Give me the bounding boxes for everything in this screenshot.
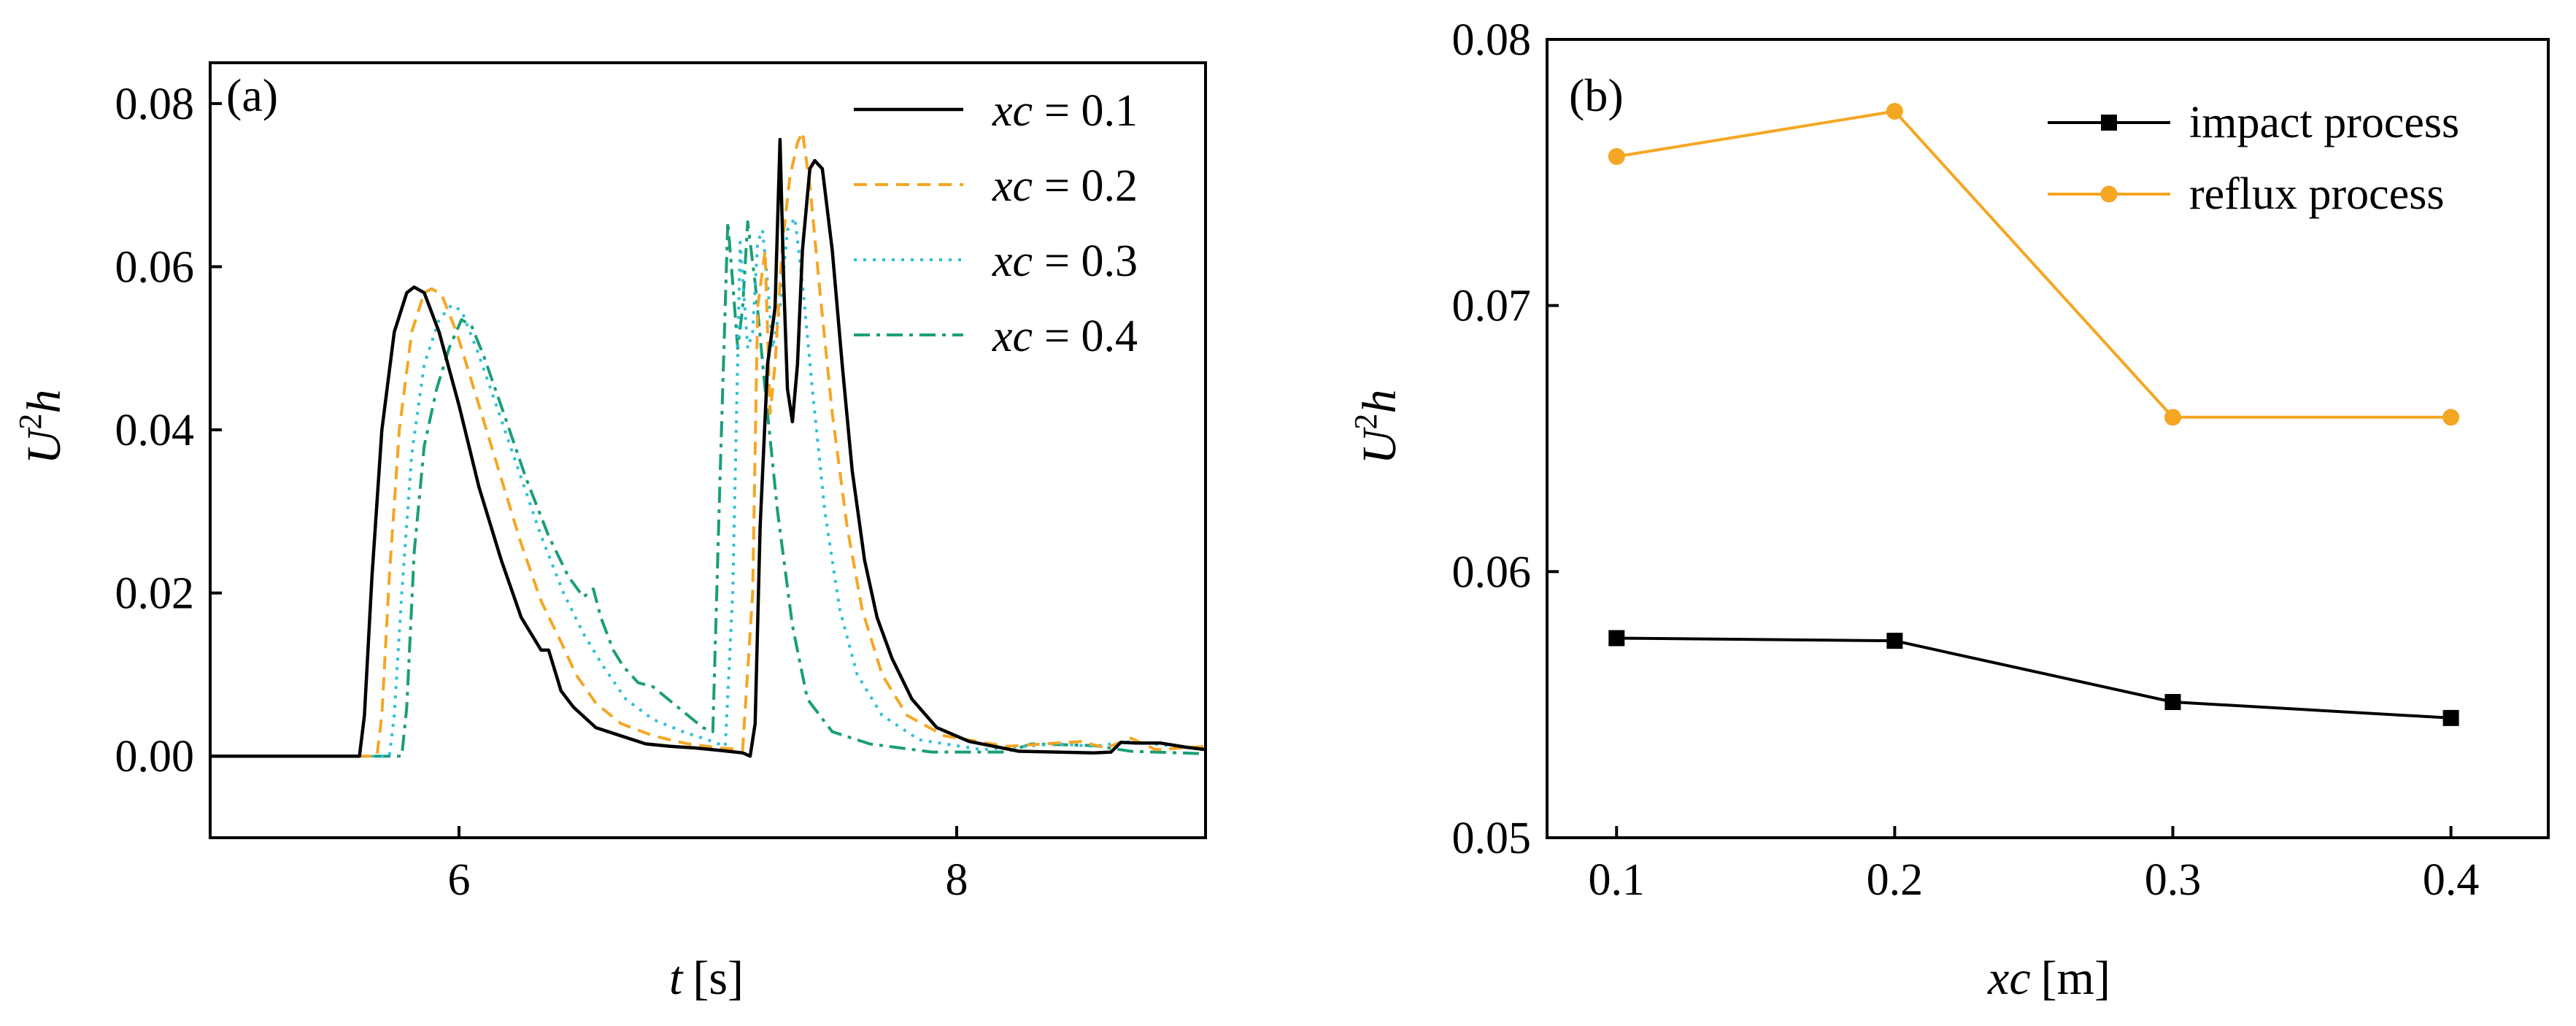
panel-b-x-tick-label: 0.2 [1867, 855, 1924, 905]
panel-b-series-line-2 [1616, 109, 2451, 419]
panel-a-x-axis-title: t [s] [669, 952, 744, 1005]
panel-a-y-var: h [18, 390, 71, 414]
panel-a-legend: xc = 0.1xc = 0.2xc = 0.3xc = 0.4 [854, 86, 1138, 361]
panel-b-x-unit: [m] [2041, 952, 2110, 1005]
panel-b-x-tick-label: 0.3 [2145, 855, 2202, 905]
panel-b-x-tick-label: 0.4 [2423, 855, 2480, 905]
panel-a-series-line-4 [210, 220, 1206, 758]
panel-a-series-group [210, 131, 1206, 758]
panel-a-y-tick-label: 0.04 [115, 406, 195, 455]
panel-b-y-tick-label: 0.05 [1452, 814, 1532, 863]
panel-b-legend-marker-1 [2101, 115, 2117, 131]
panel-b-point-2 [2442, 409, 2460, 426]
panel-a-y-tick-label: 0.02 [115, 569, 195, 619]
panel-b-y-base: U [1353, 426, 1406, 464]
panel-b-x-var: xc [1987, 952, 2031, 1005]
panel-b-y-tick-label: 0.06 [1452, 547, 1532, 597]
panel-a-y-sup: 2 [12, 414, 48, 430]
panel-b-series-group [1608, 102, 2460, 726]
panel-b-y-tick-label: 0.07 [1452, 282, 1532, 331]
panel-a-y-tick-label: 0.00 [115, 732, 195, 782]
panel-b-y-var: h [1353, 390, 1406, 414]
panel-b-point-1 [2164, 694, 2181, 711]
panel-b-point-2 [2164, 409, 2181, 426]
panel-a-legend-value: = 0.1 [1044, 86, 1138, 136]
panel-b-x-tick-label: 0.1 [1589, 855, 1646, 905]
panel-b-point-1 [1886, 633, 1903, 649]
panel-b-label: (b) [1569, 69, 1624, 121]
panel-a-legend-label-2: xc = 0.2 [992, 161, 1138, 211]
panel-a-legend-var: xc [992, 161, 1033, 211]
panel-b-legend: impact process reflux process [2048, 98, 2459, 219]
panel-a-x-var: t [669, 952, 684, 1005]
panel-b-series-line-1 [1616, 636, 2451, 720]
panel-b-legend-label-2: reflux process [2189, 169, 2444, 219]
panel-b-point-1 [1608, 630, 1625, 647]
panel-b-point-1 [2442, 709, 2459, 726]
panel-b-y-axis-title: U2h [1348, 390, 1406, 465]
panel-a-series-line-3 [210, 216, 1206, 758]
panel-a-chart: (a) 6 80.000.020.040.060.08 xc = 0.1xc = 0.… [12, 61, 1207, 1005]
panel-a-series-line-2 [210, 131, 1206, 758]
panel-a-plot-frame [209, 61, 1207, 839]
panel-a-legend-var: xc [992, 312, 1033, 361]
panel-b-plot-frame [1546, 38, 2550, 839]
panel-a-y-axis-title: U2h [12, 390, 71, 465]
panel-b-point-2 [1608, 147, 1625, 165]
panel-a-x-tick-label: 6 [448, 855, 471, 905]
panel-a-legend-var: xc [992, 236, 1033, 286]
panel-b-y-sup: 2 [1348, 414, 1384, 430]
panel-a-label: (a) [226, 69, 278, 121]
panel-a-x-unit: [s] [693, 952, 744, 1005]
panel-a-legend-var: xc [992, 86, 1033, 136]
panel-b-legend-marker-2 [2100, 185, 2118, 203]
panel-a-x-tick-label: 8 [946, 855, 968, 905]
panel-a-legend-label-1: xc = 0.1 [992, 86, 1138, 136]
panel-a-legend-label-4: xc = 0.4 [992, 312, 1138, 361]
panel-b-point-2 [1886, 102, 1903, 120]
panel-a-axes: 6 8 0.00 0.02 0.04 0.06 0.08 [115, 61, 1207, 905]
panel-b-y-tick-label: 0.08 [1452, 15, 1532, 65]
panel-a-legend-value: = 0.2 [1044, 161, 1138, 211]
panel-a-legend-value: = 0.3 [1044, 236, 1138, 286]
panel-a-y-tick-label: 0.08 [115, 80, 195, 129]
panel-b-axes: 0.1 0.2 0.3 0.4 0.05 0.06 0.07 0.08 [1452, 15, 2550, 905]
panel-a-y-base: U [18, 426, 71, 464]
panel-a-series-line-1 [210, 137, 1206, 758]
panel-a-legend-label-3: xc = 0.3 [992, 236, 1138, 286]
panel-b-chart: (b) 0.1 0.2 0.3 0.4 0.05 0.06 0.07 0.08 impact … [1348, 15, 2550, 1005]
panel-b-legend-label-1: impact process [2189, 98, 2459, 147]
panel-a-legend-value: = 0.4 [1044, 312, 1138, 361]
panel-b-x-axis-title: xc [m] [1987, 952, 2110, 1005]
panel-a-y-tick-label: 0.06 [115, 242, 195, 292]
